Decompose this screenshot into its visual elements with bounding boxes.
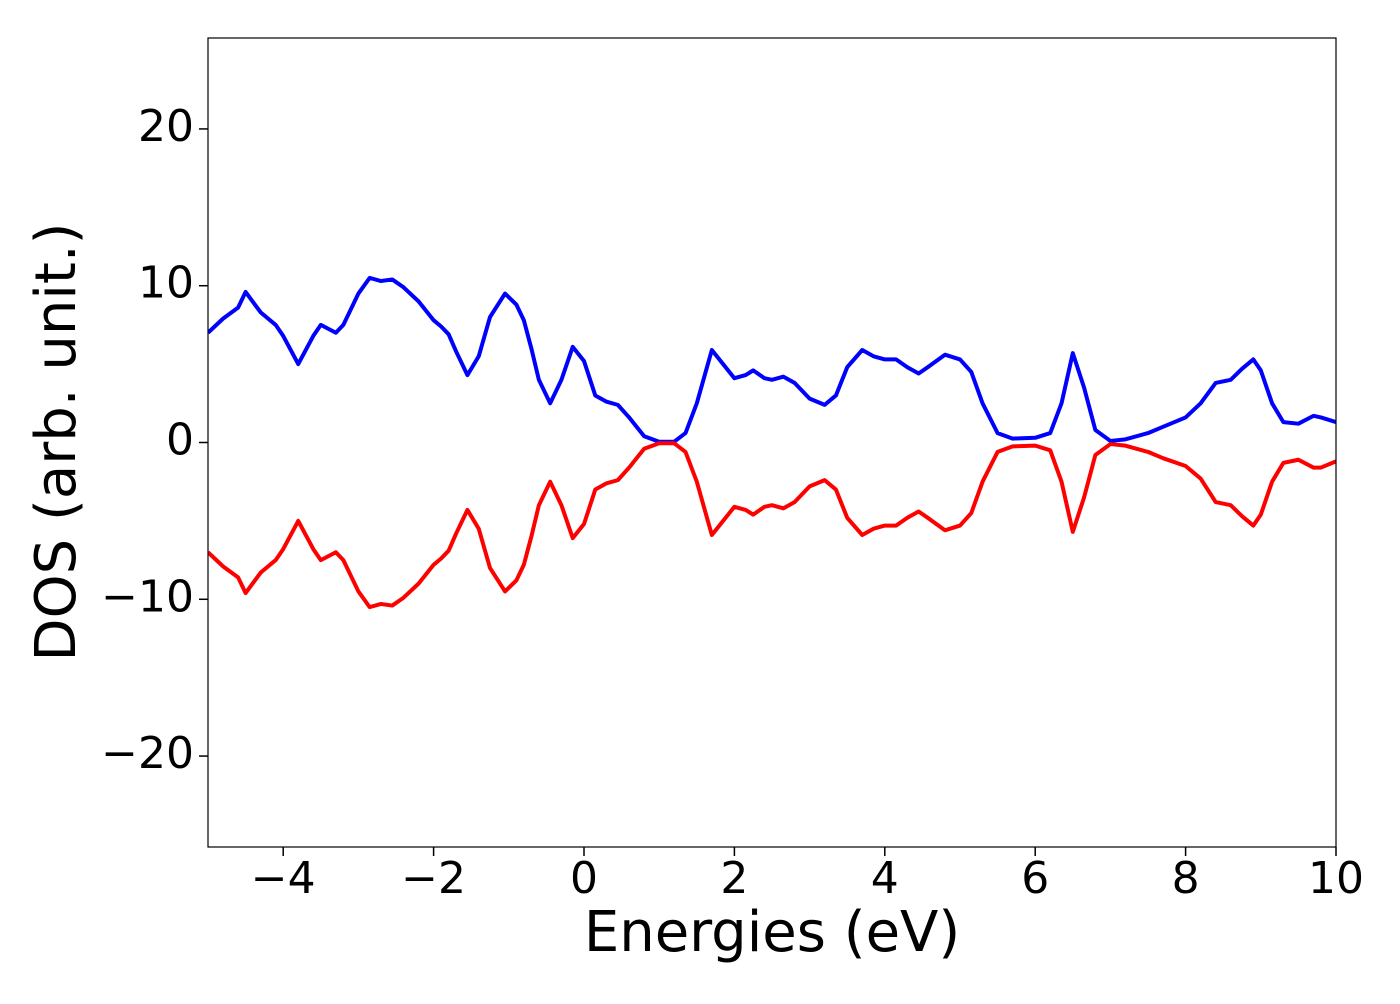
y-tick-label: 20 bbox=[138, 101, 194, 152]
x-tick-label: 2 bbox=[720, 853, 748, 904]
x-tick-label: 0 bbox=[570, 853, 598, 904]
y-tick-label: 0 bbox=[166, 415, 194, 466]
x-tick-label: 8 bbox=[1172, 853, 1200, 904]
x-tick-label: 6 bbox=[1021, 853, 1049, 904]
series-line bbox=[208, 275, 1336, 444]
y-axis-label: DOS (arb. unit.) bbox=[24, 222, 89, 661]
x-tick-label: 10 bbox=[1308, 853, 1364, 904]
y-tick-label: −10 bbox=[101, 571, 194, 622]
plot-frame bbox=[207, 37, 1337, 848]
x-tick-label: 4 bbox=[871, 853, 899, 904]
x-axis-label: Energies (eV) bbox=[584, 900, 960, 965]
x-tick-label: −4 bbox=[251, 853, 316, 904]
x-tick-label: −2 bbox=[401, 853, 466, 904]
series-line bbox=[208, 441, 1336, 610]
y-tick-label: −20 bbox=[101, 728, 194, 779]
y-tick-label: 10 bbox=[138, 258, 194, 309]
